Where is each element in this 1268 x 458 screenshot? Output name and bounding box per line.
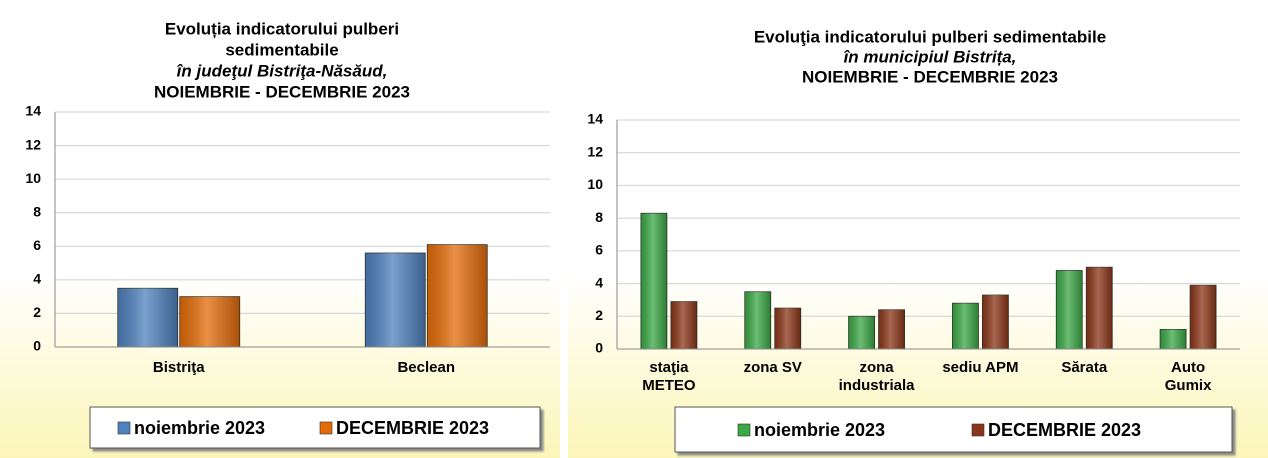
x-tick-label: zona — [859, 359, 894, 376]
y-tick-label: 12 — [25, 136, 41, 152]
y-tick-label: 10 — [25, 170, 41, 186]
x-tick-label: Beclean — [397, 359, 455, 376]
y-tick-label: 4 — [595, 274, 603, 290]
chart-title: NOIEMBRIE - DECEMBRIE 2023 — [802, 67, 1058, 86]
legend-box — [89, 406, 541, 449]
bar-shine — [365, 253, 426, 347]
chart-title: sedimentabile — [225, 40, 338, 59]
legend-swatch — [117, 421, 131, 435]
legend-box — [674, 406, 1233, 453]
y-tick-label: 6 — [33, 237, 41, 253]
legend-label: noiembrie 2023 — [754, 420, 885, 440]
x-tick-label: industriala — [839, 377, 916, 394]
bar-shine — [670, 301, 697, 349]
legend-swatch — [319, 421, 333, 435]
bar-shine — [1086, 267, 1113, 349]
x-tick-label: sediu APM — [942, 359, 1018, 376]
y-tick-label: 14 — [25, 103, 41, 119]
x-tick-label: Bistriţa — [153, 359, 205, 376]
legend-label: noiembrie 2023 — [134, 418, 265, 438]
x-tick-label: Gumix — [1165, 377, 1212, 394]
y-tick-label: 10 — [587, 176, 603, 192]
chart-title: Evoluția indicatorului pulberi — [165, 19, 399, 38]
y-tick-label: 4 — [33, 271, 41, 287]
bar-shine — [179, 296, 240, 347]
bar-shine — [848, 316, 875, 349]
bar-shine — [878, 309, 905, 349]
bar-shine — [640, 213, 667, 349]
bar-shine — [1190, 285, 1217, 349]
chart-title: Evoluţia indicatorului pulberi sedimenta… — [754, 27, 1106, 46]
x-tick-label: Sărata — [1061, 359, 1108, 376]
legend-swatch — [737, 423, 751, 437]
chart-title: în municipiul Bistrița, — [844, 47, 1017, 66]
y-tick-label: 8 — [595, 209, 603, 225]
legend-label: DECEMBRIE 2023 — [988, 420, 1141, 440]
y-tick-label: 0 — [595, 340, 603, 356]
panel-background — [568, 0, 1268, 458]
x-tick-label: Auto — [1171, 359, 1205, 376]
legend-swatch — [971, 423, 985, 437]
x-tick-label: METEO — [642, 377, 696, 394]
chart-title: în judeţul Bistriţa-Năsăud, — [177, 61, 388, 80]
y-tick-label: 0 — [33, 338, 41, 354]
bar-shine — [982, 295, 1009, 349]
x-tick-label: zona SV — [744, 359, 802, 376]
y-tick-label: 8 — [33, 203, 41, 219]
y-tick-label: 12 — [587, 143, 603, 159]
y-tick-label: 14 — [587, 111, 603, 127]
panel-background — [0, 0, 560, 458]
bar-shine — [427, 244, 488, 347]
bar-shine — [952, 303, 979, 349]
bar-shine — [774, 308, 801, 349]
y-tick-label: 6 — [595, 242, 603, 258]
bar-shine — [117, 288, 178, 347]
bar-shine — [1056, 270, 1083, 349]
bar-shine — [1160, 329, 1187, 349]
chart-title: NOIEMBRIE - DECEMBRIE 2023 — [154, 82, 410, 101]
y-tick-label: 2 — [595, 307, 603, 323]
y-tick-label: 2 — [33, 304, 41, 320]
bar-shine — [744, 291, 771, 349]
x-tick-label: staţia — [649, 359, 689, 376]
legend-label: DECEMBRIE 2023 — [336, 418, 489, 438]
